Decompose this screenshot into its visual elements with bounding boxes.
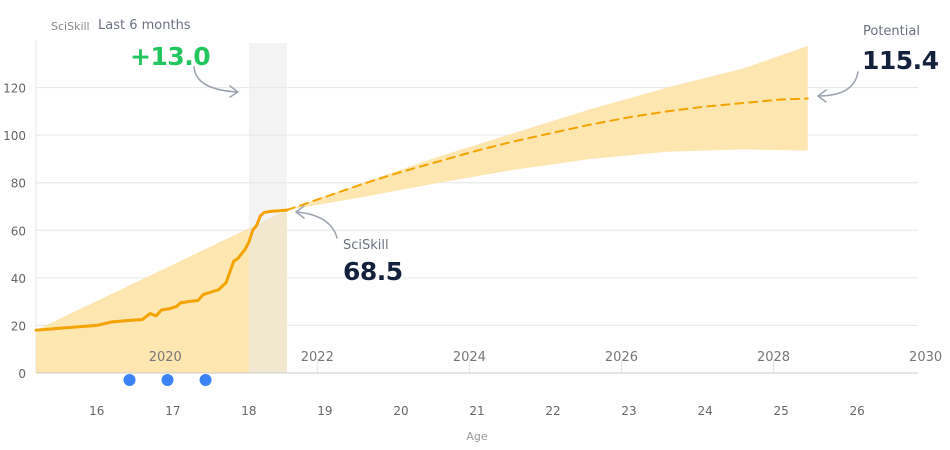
x-axis-label: Age: [466, 430, 488, 443]
y-tick-label: 100: [3, 129, 26, 143]
x-tick-label: 19: [317, 404, 332, 418]
x-tick-label: 20: [393, 404, 408, 418]
confidence-band: [36, 210, 287, 373]
potential-label: Potential: [863, 24, 920, 39]
year-tick-label: 2024: [453, 350, 486, 365]
change-arrow: [193, 66, 239, 93]
potential-value: 115.4: [862, 46, 939, 75]
x-tick-label: 24: [697, 404, 712, 418]
current-arrow: [295, 211, 338, 239]
x-tick-label: 25: [773, 404, 788, 418]
highlight-period: [248, 43, 287, 373]
period-label: Last 6 months: [98, 18, 191, 33]
x-tick-label: 21: [469, 404, 484, 418]
y-tick-label: 0: [18, 367, 26, 381]
y-tick-label: 40: [11, 272, 26, 286]
potential-arrow: [817, 71, 859, 97]
confidence-band: [286, 45, 808, 211]
current-label: SciSkill: [343, 238, 389, 253]
year-tick-label: 2020: [149, 350, 182, 365]
change-arrowhead: [229, 85, 239, 98]
x-tick-label: 23: [621, 404, 636, 418]
y-tick-label: 80: [11, 177, 26, 191]
potential-arrowhead: [817, 89, 827, 103]
current-arrowhead: [295, 205, 305, 219]
event-dot: [199, 374, 212, 386]
sciskill-line: [34, 208, 289, 332]
y-tick-label: 120: [3, 82, 26, 96]
current-value: 68.5: [343, 257, 403, 286]
event-dot: [161, 374, 174, 386]
change-value: +13.0: [130, 42, 211, 71]
year-tick-label: 2026: [605, 350, 638, 365]
year-tick-label: 2022: [301, 350, 334, 365]
event-dot: [123, 374, 136, 386]
x-tick-label: 16: [89, 404, 104, 418]
year-tick-label: 2028: [757, 350, 790, 365]
x-tick-label: 26: [850, 404, 865, 418]
x-tick-label: 18: [241, 404, 256, 418]
brand-label: SciSkill: [51, 20, 90, 33]
year-tick-label: 2030: [909, 350, 942, 365]
y-tick-label: 60: [11, 224, 26, 238]
y-tick-label: 20: [11, 319, 26, 333]
x-tick-label: 22: [545, 404, 560, 418]
x-tick-label: 17: [165, 404, 180, 418]
